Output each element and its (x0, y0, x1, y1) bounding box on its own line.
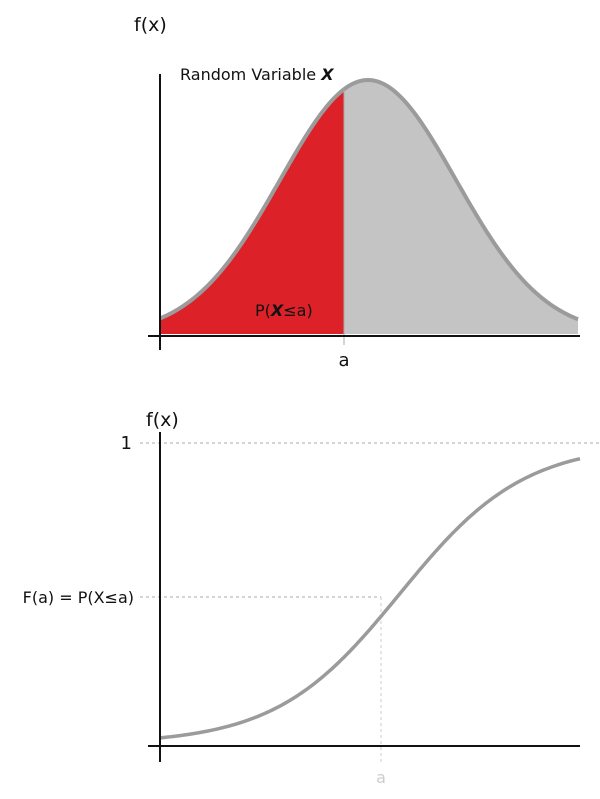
cdf-x-marker-label: a (376, 768, 386, 787)
cdf-panel: f(x) 1 F(a) = P(X≤a) a (23, 409, 600, 787)
cdf-top-tick-label: 1 (121, 433, 132, 454)
pdf-panel: f(x) Random Variable X P(X≤a) a (134, 14, 580, 371)
pdf-area-label: P(X≤a) (255, 301, 313, 320)
pdf-unshaded-area (344, 80, 578, 334)
pdf-y-axis-label: f(x) (134, 14, 167, 36)
pdf-curve (159, 77, 579, 322)
cdf-value-label: F(a) = P(X≤a) (23, 588, 134, 607)
pdf-area-label-variable: X (270, 301, 284, 320)
pdf-shaded-area (160, 89, 344, 335)
pdf-x-marker-label: a (338, 350, 349, 371)
pdf-curve-label-text: Random Variable (180, 65, 321, 84)
cdf-curve (159, 456, 581, 740)
pdf-area-label-close: ≤a) (283, 301, 312, 320)
cdf-y-axis-label: f(x) (146, 409, 179, 431)
pdf-curve-label-variable: X (320, 65, 334, 84)
pdf-curve-label: Random Variable X (180, 65, 334, 84)
pdf-area-label-open: P( (255, 301, 271, 320)
